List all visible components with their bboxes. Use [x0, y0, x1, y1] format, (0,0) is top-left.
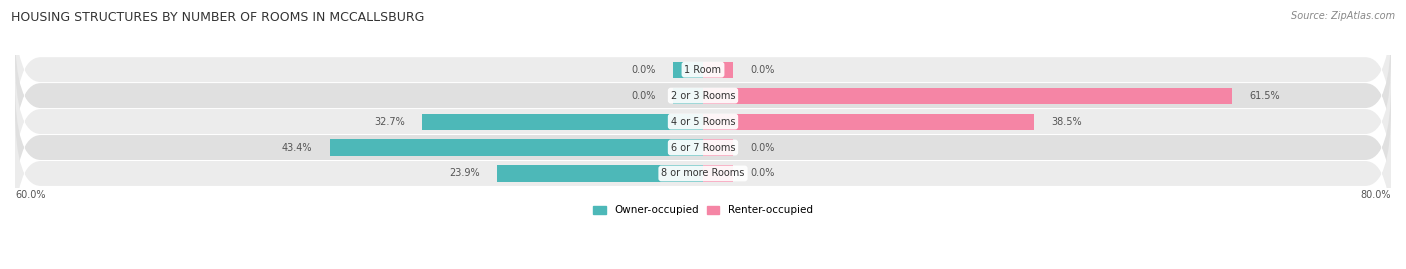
- Text: 38.5%: 38.5%: [1052, 116, 1083, 126]
- Bar: [673, 62, 703, 78]
- FancyBboxPatch shape: [15, 56, 1391, 187]
- Text: 80.0%: 80.0%: [1361, 190, 1391, 200]
- Text: 0.0%: 0.0%: [751, 65, 775, 75]
- Text: 32.7%: 32.7%: [374, 116, 405, 126]
- Text: 0.0%: 0.0%: [751, 168, 775, 179]
- FancyBboxPatch shape: [15, 4, 1391, 135]
- FancyBboxPatch shape: [15, 108, 1391, 239]
- Text: 0.0%: 0.0%: [751, 143, 775, 153]
- Text: 23.9%: 23.9%: [450, 168, 481, 179]
- Text: 2 or 3 Rooms: 2 or 3 Rooms: [671, 91, 735, 101]
- FancyBboxPatch shape: [15, 30, 1391, 161]
- Text: 4 or 5 Rooms: 4 or 5 Rooms: [671, 116, 735, 126]
- Text: 43.4%: 43.4%: [283, 143, 312, 153]
- Text: 8 or more Rooms: 8 or more Rooms: [661, 168, 745, 179]
- Text: 0.0%: 0.0%: [631, 65, 655, 75]
- Text: HOUSING STRUCTURES BY NUMBER OF ROOMS IN MCCALLSBURG: HOUSING STRUCTURES BY NUMBER OF ROOMS IN…: [11, 11, 425, 24]
- Bar: [703, 165, 733, 182]
- Bar: [330, 139, 703, 155]
- Legend: Owner-occupied, Renter-occupied: Owner-occupied, Renter-occupied: [589, 201, 817, 220]
- Bar: [422, 114, 703, 130]
- Text: 1 Room: 1 Room: [685, 65, 721, 75]
- Bar: [703, 87, 1232, 104]
- Text: 61.5%: 61.5%: [1249, 91, 1279, 101]
- Text: 60.0%: 60.0%: [15, 190, 45, 200]
- Bar: [703, 62, 733, 78]
- Text: 0.0%: 0.0%: [631, 91, 655, 101]
- Text: Source: ZipAtlas.com: Source: ZipAtlas.com: [1291, 11, 1395, 21]
- Text: 6 or 7 Rooms: 6 or 7 Rooms: [671, 143, 735, 153]
- Bar: [498, 165, 703, 182]
- Bar: [703, 139, 733, 155]
- FancyBboxPatch shape: [15, 82, 1391, 213]
- Bar: [703, 114, 1033, 130]
- Bar: [673, 87, 703, 104]
